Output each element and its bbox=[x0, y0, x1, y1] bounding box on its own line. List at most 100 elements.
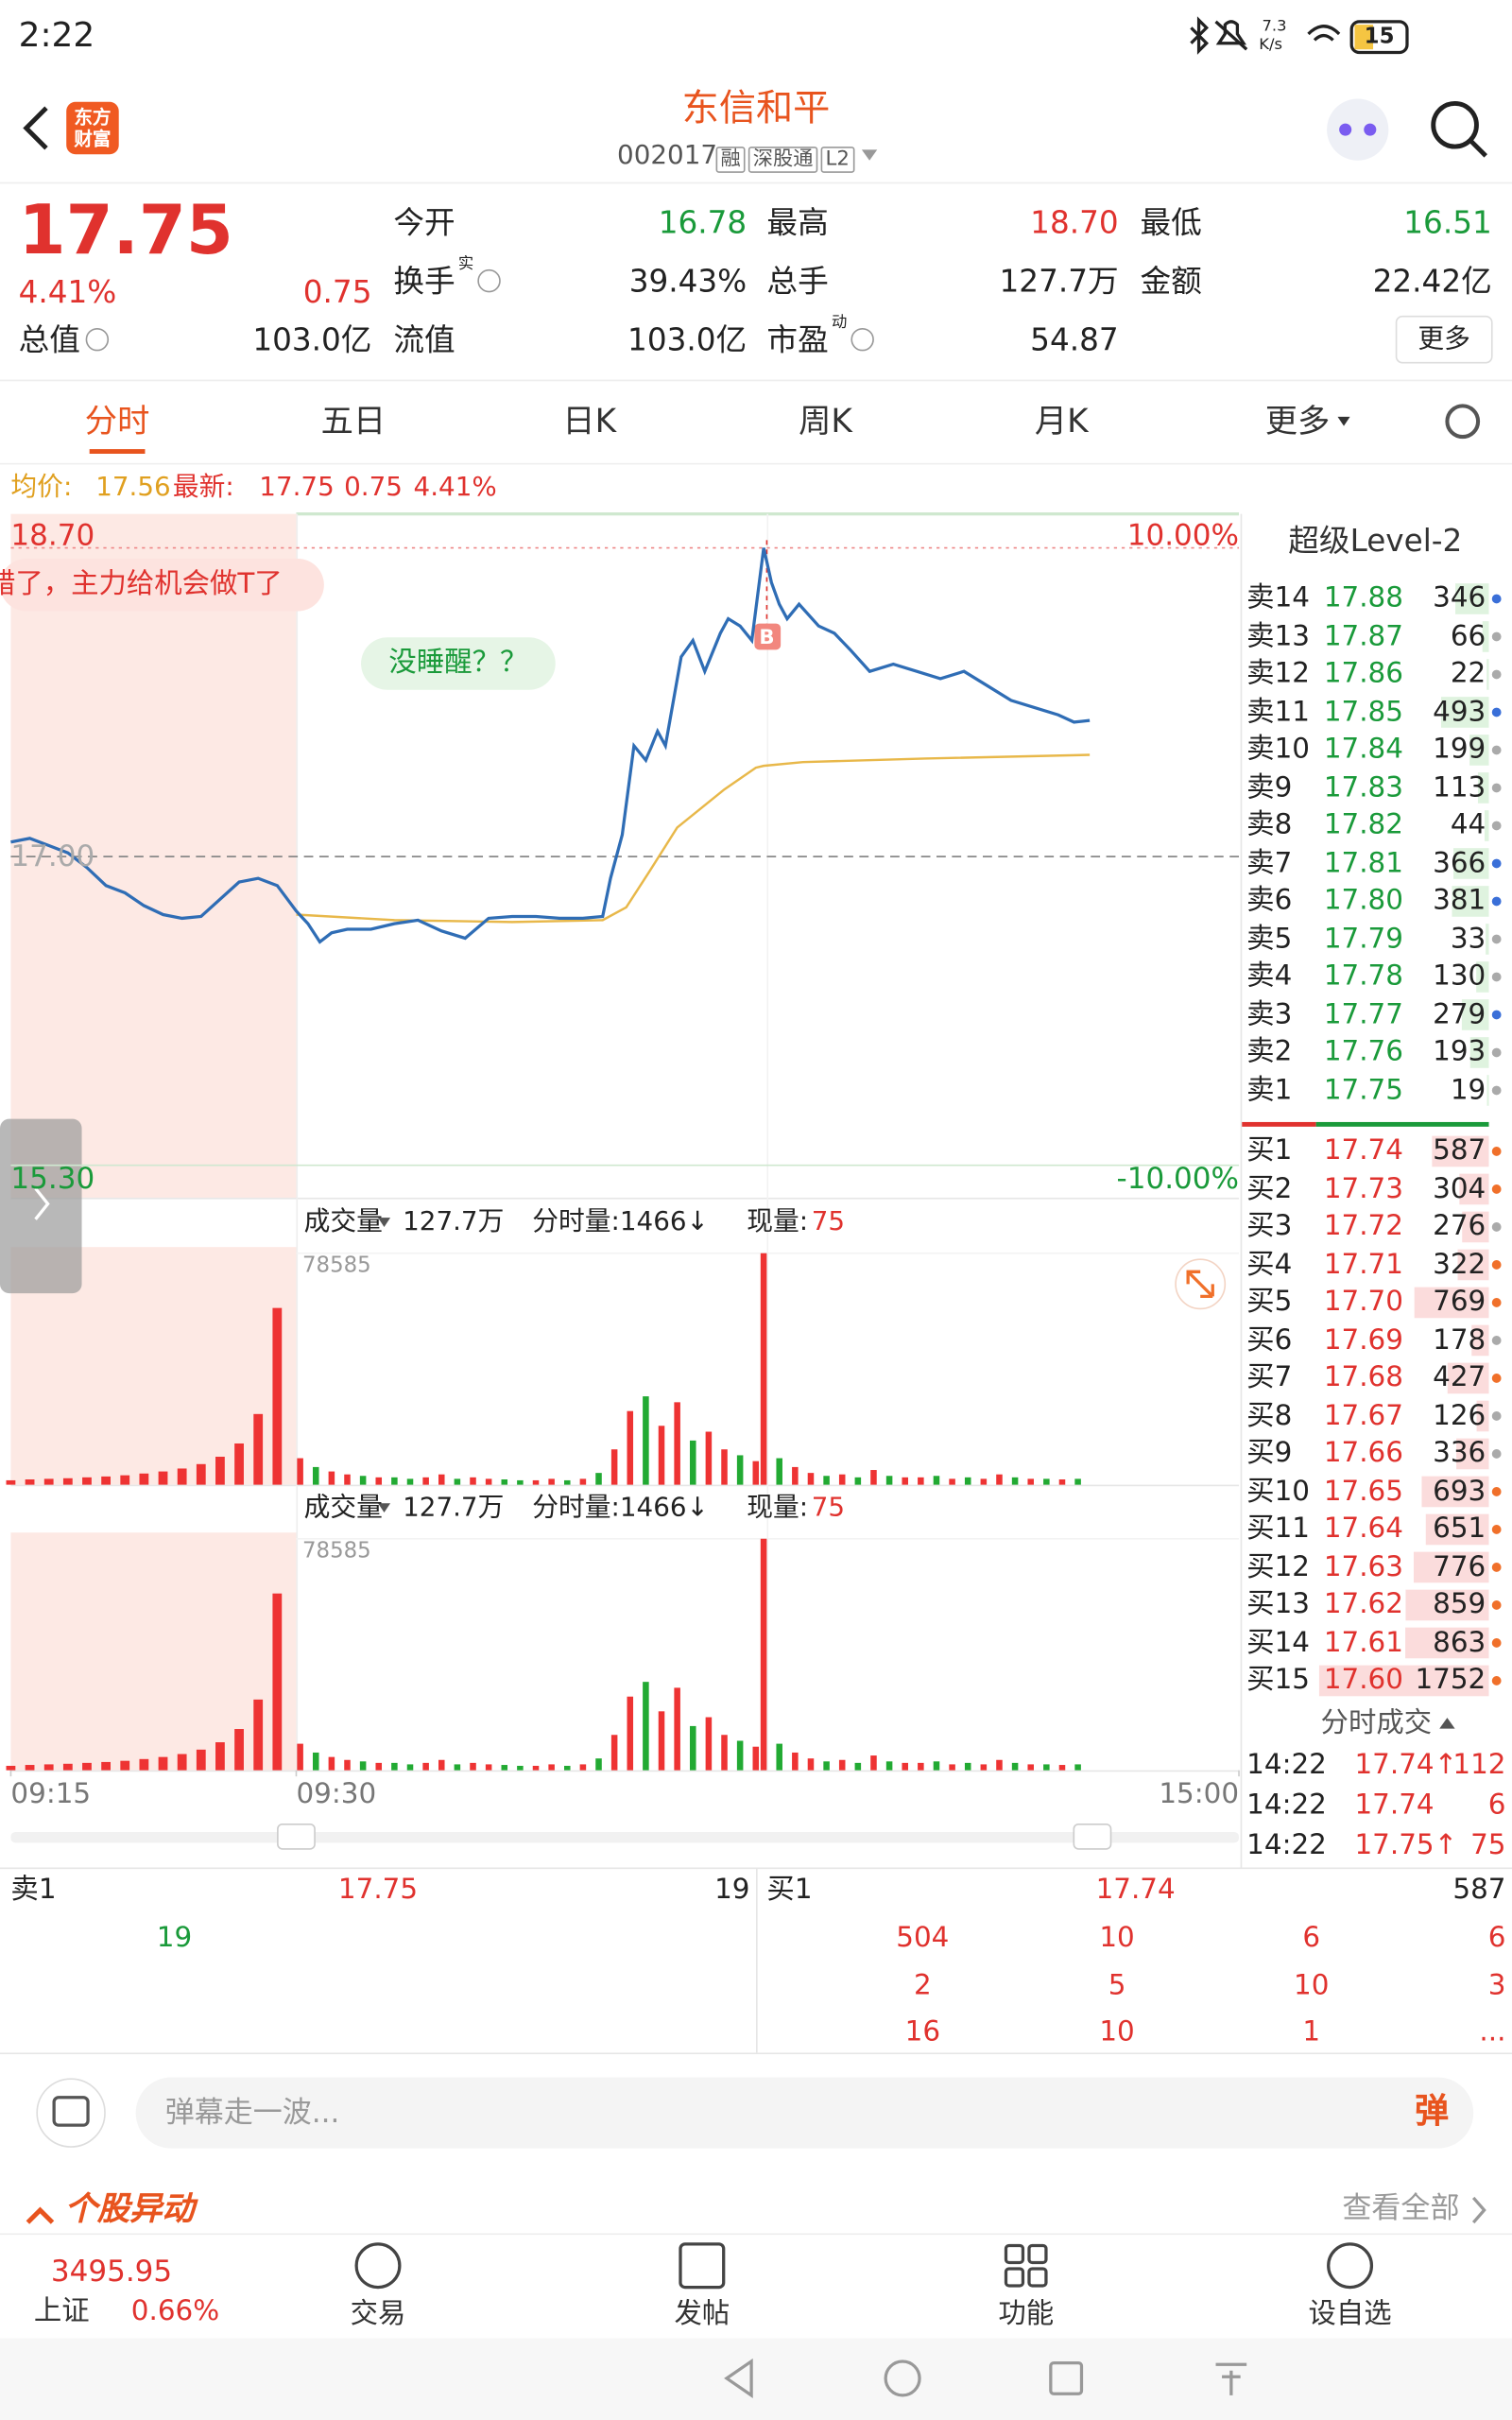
stock-code: 002017 bbox=[617, 139, 718, 171]
scroll-handle[interactable] bbox=[277, 1823, 316, 1850]
comment-placeholder[interactable]: 弹幕走一波... bbox=[164, 2095, 340, 2130]
book-price: 17.86 bbox=[1323, 657, 1403, 690]
volume-bar bbox=[391, 1477, 398, 1485]
book-label: 卖9 bbox=[1246, 770, 1293, 804]
volume-bar bbox=[485, 1764, 492, 1771]
field-label: 换手 bbox=[393, 262, 455, 300]
book-price: 17.75 bbox=[1323, 1073, 1403, 1106]
comment-icon[interactable] bbox=[36, 2078, 106, 2148]
tab[interactable]: 五日 bbox=[320, 402, 387, 440]
tab[interactable]: 月K bbox=[1034, 402, 1089, 440]
avg-value: 17.56 bbox=[95, 471, 171, 503]
book-dot bbox=[1491, 1563, 1502, 1572]
volume-bar bbox=[579, 1764, 587, 1771]
y-tick-label: 18.70 bbox=[10, 517, 95, 552]
book-divider bbox=[1240, 513, 1243, 1868]
queue-order: 10 bbox=[1099, 2015, 1135, 2048]
dropdown-icon bbox=[378, 1503, 391, 1512]
book-volume: 381 bbox=[1433, 884, 1486, 917]
volume-label[interactable]: 成交量 bbox=[303, 1491, 383, 1523]
book-dot bbox=[1491, 707, 1502, 717]
book-price: 17.63 bbox=[1323, 1550, 1403, 1583]
volume-bar bbox=[736, 1740, 744, 1771]
battery-level bbox=[1354, 25, 1374, 50]
tab-underline bbox=[89, 449, 146, 455]
nav-item[interactable]: 交易 bbox=[350, 2298, 406, 2331]
field-label: 最高 bbox=[766, 203, 829, 241]
nav-item[interactable]: 设自选 bbox=[1308, 2298, 1392, 2331]
tab[interactable]: 周K bbox=[799, 402, 852, 440]
volume-bar bbox=[139, 1758, 149, 1771]
nav-back[interactable] bbox=[724, 2358, 753, 2398]
queue-order: 19 bbox=[156, 1921, 193, 1954]
logo-text: 东方财富 bbox=[74, 106, 112, 150]
book-volume: 322 bbox=[1433, 1248, 1486, 1281]
volume-bar bbox=[196, 1749, 206, 1771]
nav-home[interactable] bbox=[884, 2360, 921, 2397]
avatar[interactable] bbox=[1327, 98, 1389, 161]
nav-item[interactable]: 发帖 bbox=[674, 2298, 730, 2331]
back-icon[interactable] bbox=[23, 106, 48, 150]
book-dot bbox=[1491, 1222, 1502, 1232]
watchlist-icon[interactable] bbox=[1327, 2242, 1374, 2290]
field-value: 127.7万 bbox=[999, 262, 1119, 300]
volume-bar bbox=[517, 1765, 524, 1771]
post-icon[interactable] bbox=[679, 2242, 726, 2290]
book-price: 17.77 bbox=[1323, 997, 1403, 1030]
book-label: 买6 bbox=[1246, 1323, 1293, 1357]
alerts-more[interactable]: 查看全部 bbox=[1342, 2190, 1460, 2225]
minute-volume: 分时量:1466↓ bbox=[532, 1205, 709, 1237]
volume-bar bbox=[595, 1758, 602, 1771]
volume-bar bbox=[359, 1761, 367, 1771]
depth-bar bbox=[1318, 1665, 1489, 1697]
more-button[interactable] bbox=[1395, 315, 1493, 364]
book-label: 买12 bbox=[1246, 1550, 1310, 1583]
volume-bar bbox=[406, 1764, 414, 1771]
tab[interactable]: 分时 bbox=[84, 402, 150, 440]
nav-recent[interactable] bbox=[1049, 2360, 1084, 2395]
volume-bar bbox=[610, 1449, 618, 1485]
volume-bar bbox=[752, 1746, 760, 1771]
volume-bar bbox=[823, 1761, 830, 1771]
book-volume: 427 bbox=[1433, 1361, 1486, 1394]
expand-icon[interactable] bbox=[1186, 1270, 1214, 1299]
side-tab[interactable] bbox=[0, 1118, 82, 1294]
avatar-eye bbox=[1339, 123, 1352, 136]
latest-label: 最新: bbox=[172, 471, 234, 503]
book-price: 17.76 bbox=[1323, 1035, 1403, 1068]
scroll-handle[interactable] bbox=[1073, 1823, 1112, 1850]
volume-bar bbox=[980, 1478, 988, 1485]
feature-icon[interactable] bbox=[1004, 2243, 1025, 2265]
field-value: 18.70 bbox=[1030, 203, 1119, 241]
marker-text: B bbox=[759, 626, 775, 649]
volume-label[interactable]: 成交量 bbox=[303, 1205, 383, 1237]
trade-icon[interactable] bbox=[354, 2242, 402, 2290]
book-label: 买13 bbox=[1246, 1588, 1310, 1621]
volume-bar bbox=[375, 1762, 383, 1771]
current-label: 现量: bbox=[747, 1205, 809, 1237]
danmaku-button[interactable]: 弹 bbox=[1415, 2092, 1450, 2132]
book-dot bbox=[1491, 1600, 1502, 1610]
volume-bar bbox=[902, 1762, 908, 1771]
volume-bar bbox=[933, 1476, 940, 1485]
volume-bar bbox=[328, 1471, 335, 1485]
trade-price: 17.74 bbox=[1354, 1789, 1435, 1822]
book-split bbox=[1315, 1121, 1489, 1127]
tab[interactable]: 日K bbox=[562, 402, 617, 440]
book-label: 买7 bbox=[1246, 1361, 1293, 1394]
comment-input[interactable] bbox=[135, 2077, 1474, 2149]
queue-order: 6 bbox=[1302, 1921, 1321, 1954]
book-volume: 693 bbox=[1433, 1475, 1486, 1508]
book-label: 买2 bbox=[1246, 1172, 1293, 1205]
book-volume: 113 bbox=[1433, 770, 1486, 804]
search-icon[interactable] bbox=[1431, 100, 1479, 149]
volume-bar bbox=[120, 1475, 130, 1485]
volume-total: 127.7万 bbox=[403, 1491, 505, 1523]
settings-icon[interactable] bbox=[1445, 404, 1481, 440]
field-label: 今开 bbox=[393, 203, 455, 241]
more-button-text[interactable]: 更多 bbox=[1418, 323, 1470, 354]
nav-item[interactable]: 功能 bbox=[998, 2298, 1055, 2331]
tab[interactable]: 更多 bbox=[1264, 402, 1331, 440]
queue-order: 5 bbox=[1108, 1968, 1126, 2001]
